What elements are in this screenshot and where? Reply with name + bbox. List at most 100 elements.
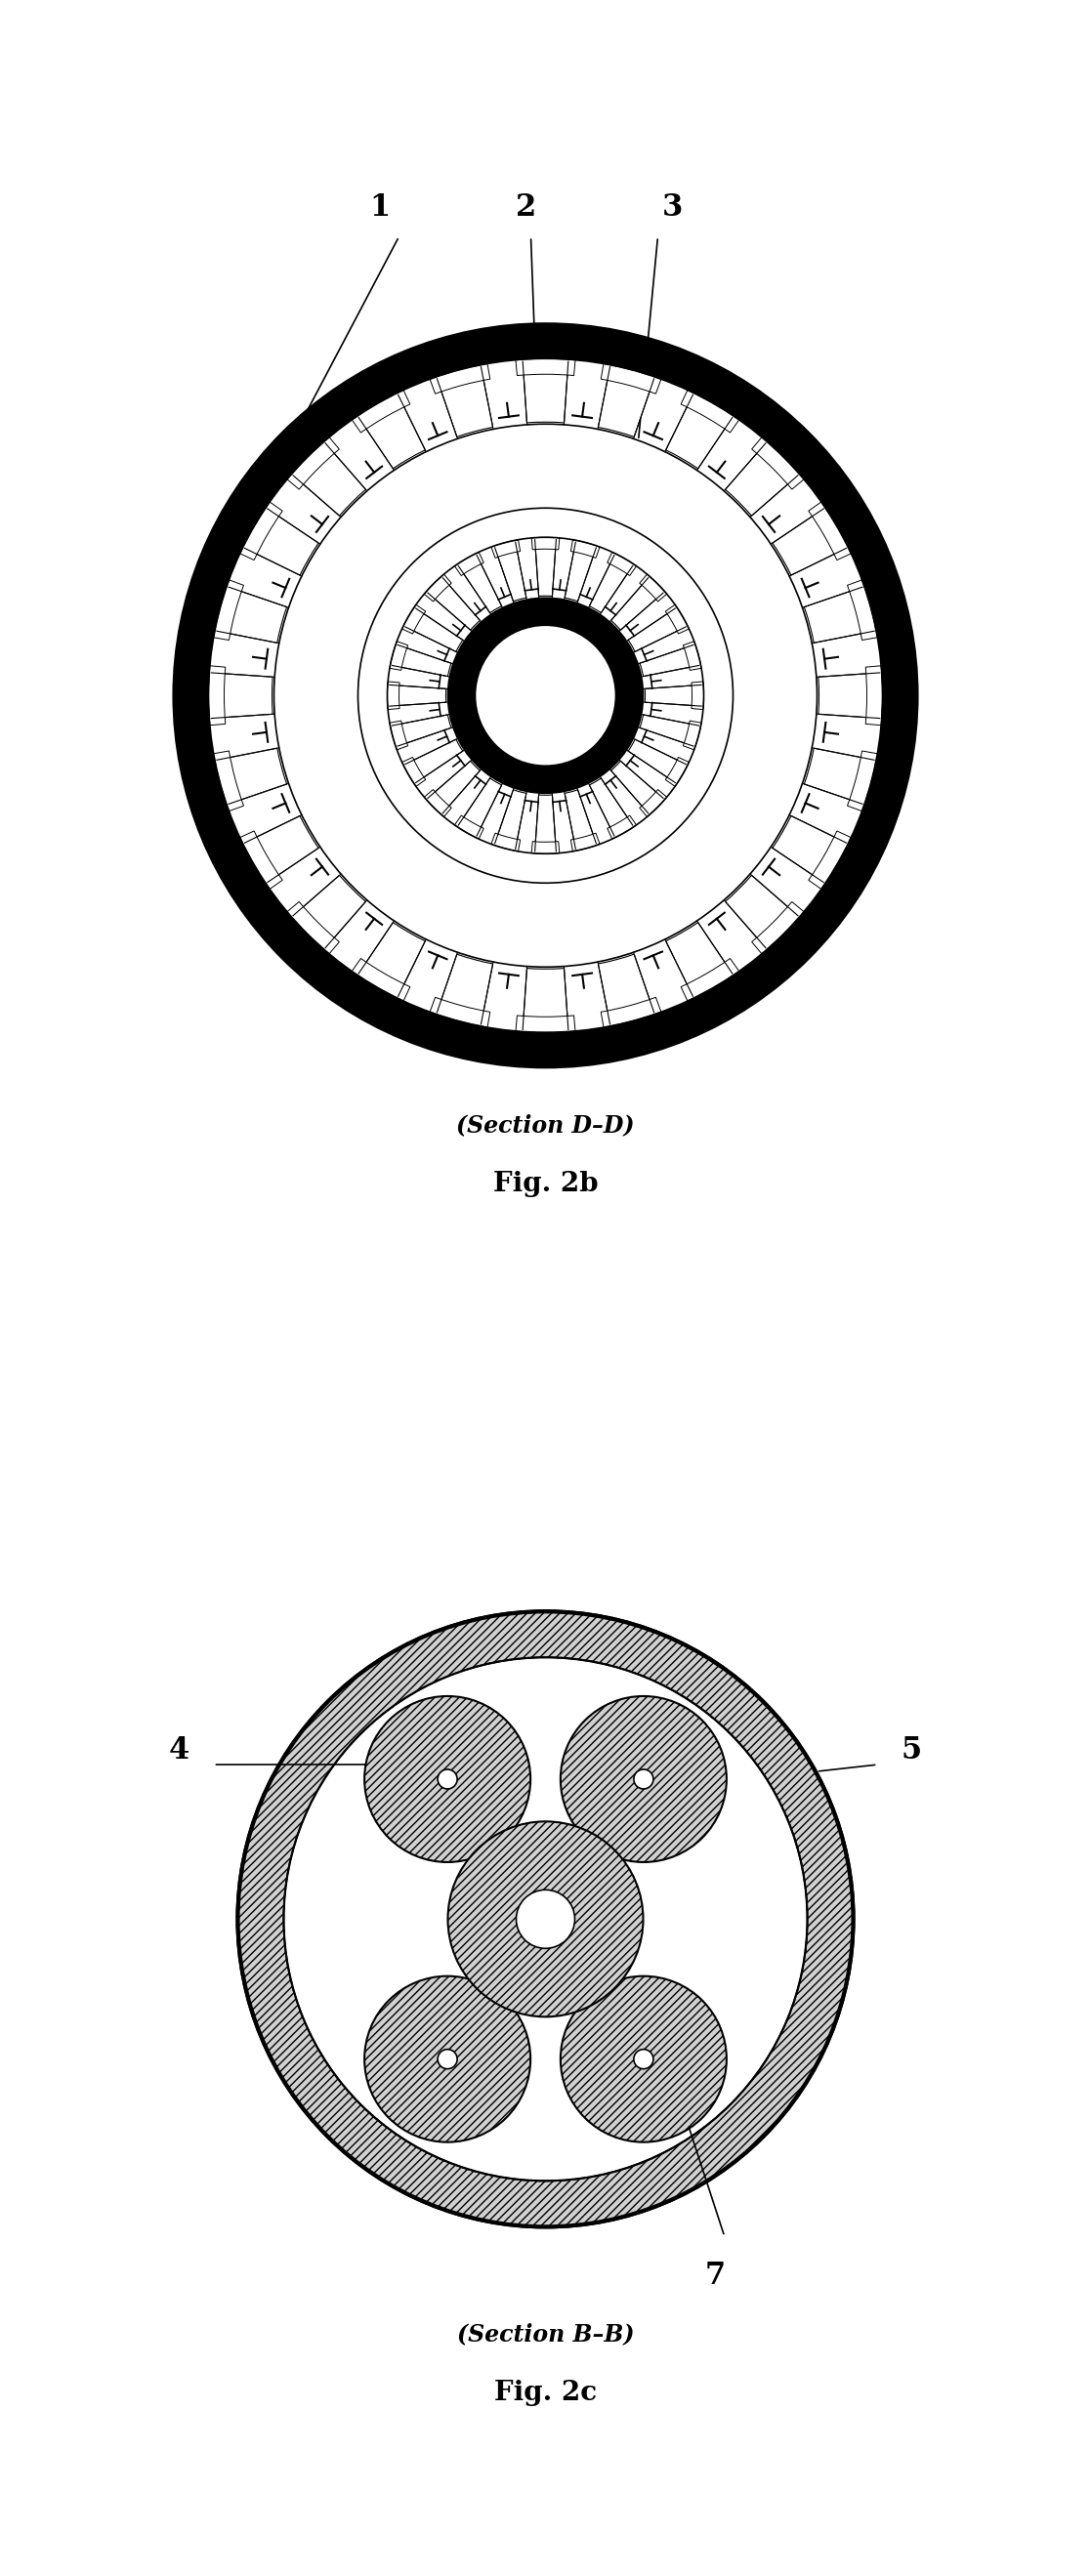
Wedge shape <box>804 587 874 644</box>
Wedge shape <box>752 902 804 953</box>
Wedge shape <box>214 752 243 811</box>
Wedge shape <box>628 608 686 652</box>
Wedge shape <box>639 574 667 603</box>
Wedge shape <box>405 739 463 783</box>
Wedge shape <box>681 389 739 433</box>
Wedge shape <box>389 685 446 706</box>
Wedge shape <box>565 541 596 600</box>
Wedge shape <box>217 747 287 804</box>
Wedge shape <box>535 796 556 853</box>
Wedge shape <box>611 577 663 631</box>
Text: 3: 3 <box>662 193 683 222</box>
Text: 7: 7 <box>705 2259 726 2290</box>
Wedge shape <box>666 605 690 634</box>
Wedge shape <box>726 443 798 515</box>
Wedge shape <box>244 507 319 574</box>
Wedge shape <box>293 876 365 948</box>
Wedge shape <box>352 958 410 1002</box>
Circle shape <box>387 538 704 853</box>
Wedge shape <box>848 752 877 811</box>
Wedge shape <box>495 541 526 600</box>
Circle shape <box>437 2050 457 2069</box>
Wedge shape <box>495 791 526 850</box>
Wedge shape <box>405 608 463 652</box>
Wedge shape <box>437 366 493 438</box>
Text: Fig. 2c: Fig. 2c <box>494 2380 597 2406</box>
Wedge shape <box>437 953 493 1025</box>
Circle shape <box>437 1770 457 1788</box>
Text: (Section D–D): (Section D–D) <box>456 1113 635 1136</box>
Circle shape <box>476 626 615 765</box>
Wedge shape <box>772 817 847 884</box>
Wedge shape <box>598 953 654 1025</box>
Wedge shape <box>359 922 425 997</box>
Wedge shape <box>611 760 663 814</box>
Wedge shape <box>589 778 633 835</box>
Wedge shape <box>865 665 883 726</box>
Wedge shape <box>389 721 408 750</box>
Wedge shape <box>601 363 661 394</box>
Wedge shape <box>692 683 704 708</box>
Wedge shape <box>428 760 480 814</box>
Wedge shape <box>240 502 283 559</box>
Wedge shape <box>683 641 702 670</box>
Text: 5: 5 <box>901 1734 922 1765</box>
Wedge shape <box>608 817 636 840</box>
Circle shape <box>561 1695 727 1862</box>
Circle shape <box>561 1976 727 2143</box>
Wedge shape <box>531 538 560 549</box>
Wedge shape <box>428 577 480 631</box>
Wedge shape <box>628 739 686 783</box>
Wedge shape <box>608 551 636 574</box>
Wedge shape <box>214 580 243 639</box>
Wedge shape <box>565 791 596 850</box>
Wedge shape <box>848 580 877 639</box>
Wedge shape <box>491 832 520 850</box>
Wedge shape <box>666 757 690 786</box>
Circle shape <box>285 1659 806 2179</box>
Text: 1: 1 <box>369 193 389 222</box>
Wedge shape <box>598 366 654 438</box>
Wedge shape <box>516 1015 575 1033</box>
Circle shape <box>634 1770 654 1788</box>
Circle shape <box>516 1891 575 1947</box>
Wedge shape <box>392 714 452 747</box>
Wedge shape <box>666 922 732 997</box>
Wedge shape <box>666 394 732 469</box>
Wedge shape <box>424 788 452 817</box>
Circle shape <box>364 1695 530 1862</box>
Wedge shape <box>535 538 556 595</box>
Wedge shape <box>424 574 452 603</box>
Wedge shape <box>683 721 702 750</box>
Wedge shape <box>726 876 798 948</box>
Wedge shape <box>523 361 568 422</box>
Wedge shape <box>589 556 633 613</box>
Wedge shape <box>455 551 483 574</box>
Wedge shape <box>458 778 502 835</box>
Wedge shape <box>531 842 560 853</box>
Wedge shape <box>818 672 880 719</box>
Wedge shape <box>681 958 739 1002</box>
Wedge shape <box>455 817 483 840</box>
Wedge shape <box>244 817 319 884</box>
Wedge shape <box>430 363 490 394</box>
Wedge shape <box>772 507 847 574</box>
Text: 2: 2 <box>516 193 537 222</box>
Wedge shape <box>208 665 226 726</box>
Wedge shape <box>293 443 365 515</box>
Wedge shape <box>808 832 851 889</box>
Circle shape <box>238 1613 853 2226</box>
Wedge shape <box>571 832 600 850</box>
Wedge shape <box>639 714 699 747</box>
Text: 4: 4 <box>169 1734 190 1765</box>
Circle shape <box>634 2050 654 2069</box>
Wedge shape <box>458 556 502 613</box>
Wedge shape <box>752 438 804 489</box>
Wedge shape <box>240 832 283 889</box>
Wedge shape <box>352 389 410 433</box>
Wedge shape <box>211 672 273 719</box>
Wedge shape <box>389 641 408 670</box>
Wedge shape <box>359 394 425 469</box>
Wedge shape <box>639 788 667 817</box>
Wedge shape <box>804 747 874 804</box>
